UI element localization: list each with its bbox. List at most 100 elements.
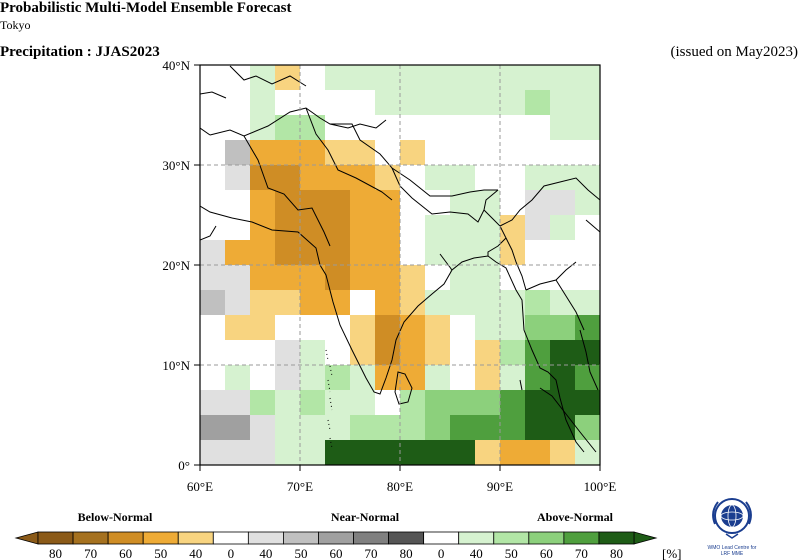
grid-cell bbox=[500, 65, 526, 91]
grid-cell bbox=[350, 465, 376, 491]
grid-cell bbox=[225, 440, 251, 465]
grid-cell bbox=[375, 265, 401, 291]
grid-cell bbox=[350, 240, 376, 266]
grid-cell bbox=[400, 215, 426, 241]
lat-tick-label: 40°N bbox=[162, 58, 190, 73]
grid-cell bbox=[525, 390, 551, 416]
grid-cell bbox=[400, 190, 426, 216]
variable-season: Precipitation : JJAS2023 bbox=[0, 44, 160, 60]
forecast-map: 60°E 70°E 80°E 90°E 100°E 0° 10°N 20°N 30°N 40°N bbox=[162, 58, 616, 500]
grid-cell bbox=[325, 290, 351, 316]
grid-cell bbox=[200, 390, 226, 416]
grid-cell bbox=[525, 165, 551, 191]
grid-cell bbox=[400, 415, 426, 441]
legend-arrow-right bbox=[633, 531, 658, 545]
grid-cell bbox=[575, 240, 600, 266]
legend-label: 50 bbox=[505, 546, 518, 560]
grid-cell bbox=[375, 140, 401, 166]
legend-label: 70 bbox=[365, 546, 378, 560]
probability-grid bbox=[200, 65, 600, 500]
grid-cell bbox=[300, 190, 326, 216]
legend-label: 40 bbox=[259, 546, 272, 560]
grid-cell bbox=[225, 415, 251, 441]
legend-swatch bbox=[458, 531, 495, 545]
grid-cell bbox=[225, 90, 251, 116]
grid-cell bbox=[350, 265, 376, 291]
grid-cell bbox=[550, 415, 576, 441]
legend-swatch bbox=[493, 531, 530, 545]
grid-cell bbox=[250, 165, 276, 191]
grid-cell bbox=[525, 365, 551, 391]
grid-cell bbox=[475, 315, 501, 341]
legend-label: 40 bbox=[189, 546, 202, 560]
grid-cell bbox=[225, 365, 251, 391]
grid-cell bbox=[350, 140, 376, 166]
grid-cell bbox=[300, 165, 326, 191]
grid-cell bbox=[250, 365, 276, 391]
grid-cell bbox=[400, 440, 426, 465]
grid-cell bbox=[475, 140, 501, 166]
grid-cell bbox=[450, 340, 476, 366]
grid-cell bbox=[425, 315, 451, 341]
legend-label: 60 bbox=[119, 546, 132, 560]
grid-cell bbox=[200, 215, 226, 241]
grid-cell bbox=[475, 390, 501, 416]
grid-cell bbox=[375, 90, 401, 116]
grid-cell bbox=[350, 290, 376, 316]
wmo-text-line2: LRF MME bbox=[720, 551, 744, 557]
grid-cell bbox=[525, 90, 551, 116]
grid-cell bbox=[350, 90, 376, 116]
grid-cell bbox=[375, 415, 401, 441]
chart-title: Probabilistic Multi-Model Ensemble Forec… bbox=[0, 0, 292, 16]
grid-cell bbox=[450, 290, 476, 316]
grid-cell bbox=[375, 190, 401, 216]
grid-cell bbox=[475, 90, 501, 116]
grid-cell bbox=[450, 440, 476, 465]
grid-cell bbox=[200, 365, 226, 391]
legend-label: 70 bbox=[575, 546, 588, 560]
legend-swatch bbox=[72, 531, 109, 545]
grid-cell bbox=[225, 490, 251, 500]
legend-swatch bbox=[37, 531, 74, 545]
grid-cell bbox=[300, 240, 326, 266]
grid-cell bbox=[250, 415, 276, 441]
grid-cell bbox=[300, 440, 326, 465]
grid-cell bbox=[400, 65, 426, 91]
grid-cell bbox=[550, 190, 576, 216]
legend-label: 80 bbox=[49, 546, 62, 560]
grid-cell bbox=[400, 165, 426, 191]
grid-cell bbox=[500, 340, 526, 366]
grid-cell bbox=[200, 315, 226, 341]
grid-cell bbox=[275, 240, 301, 266]
grid-cell bbox=[250, 90, 276, 116]
legend-label: 40 bbox=[470, 546, 483, 560]
grid-cell bbox=[325, 190, 351, 216]
grid-cell bbox=[475, 290, 501, 316]
grid-cell bbox=[300, 390, 326, 416]
grid-cell bbox=[525, 465, 551, 491]
grid-cell bbox=[400, 90, 426, 116]
grid-cell bbox=[300, 90, 326, 116]
grid-cell bbox=[300, 65, 326, 91]
grid-cell bbox=[375, 340, 401, 366]
grid-cell bbox=[550, 315, 576, 341]
lat-tick-label: 0° bbox=[178, 458, 190, 473]
grid-cell bbox=[450, 315, 476, 341]
grid-cell bbox=[450, 165, 476, 191]
grid-cell bbox=[550, 340, 576, 366]
wmo-logo: WMO Lead Centre for LRF MME bbox=[700, 494, 764, 557]
grid-cell bbox=[375, 290, 401, 316]
grid-cell bbox=[400, 240, 426, 266]
grid-cell bbox=[350, 365, 376, 391]
grid-cell bbox=[425, 490, 451, 500]
grid-cell bbox=[250, 490, 276, 500]
grid-cell bbox=[525, 65, 551, 91]
grid-cell bbox=[250, 340, 276, 366]
grid-cell bbox=[275, 365, 301, 391]
grid-cell bbox=[250, 440, 276, 465]
grid-cell bbox=[425, 90, 451, 116]
grid-cell bbox=[500, 190, 526, 216]
grid-cell bbox=[325, 215, 351, 241]
grid-cell bbox=[550, 390, 576, 416]
grid-cell bbox=[225, 265, 251, 291]
